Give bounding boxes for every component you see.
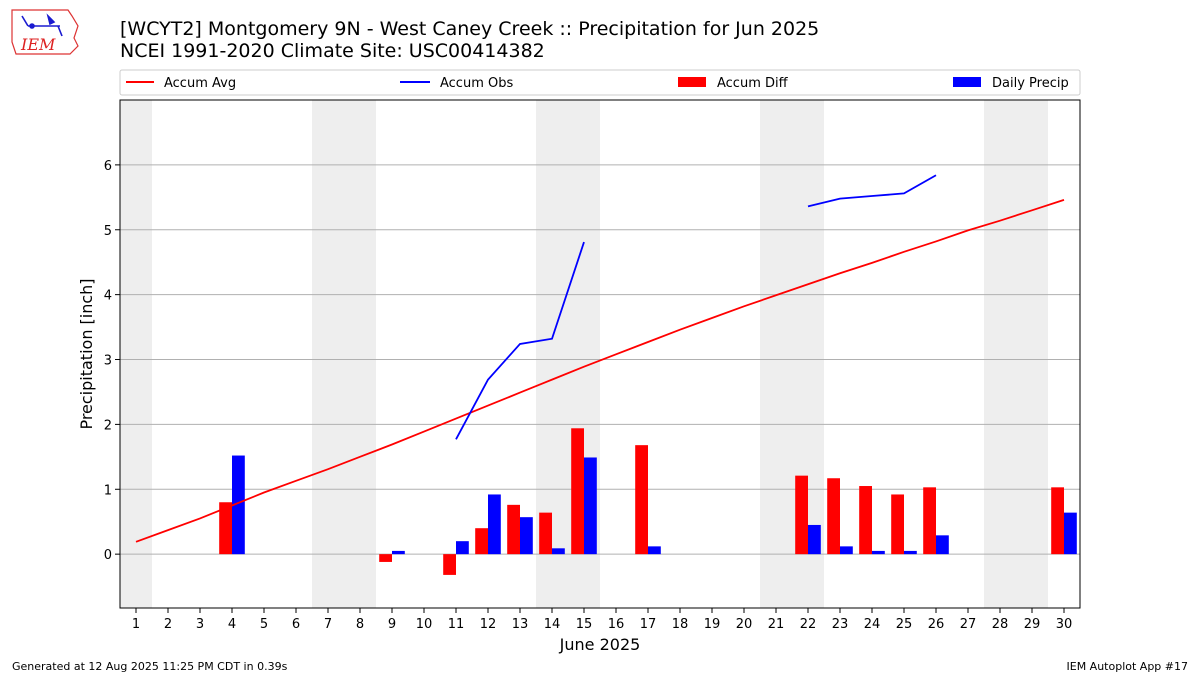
chart-title: [WCYT2] Montgomery 9N - West Caney Creek… (120, 18, 820, 40)
accum-obs-line-1 (455, 241, 585, 440)
x-tick-label-30: 30 (1056, 617, 1073, 632)
accum-avg-line (135, 199, 1065, 543)
daily-precip-bar-25 (904, 550, 917, 555)
accum-diff-bar-22 (795, 475, 808, 555)
x-tick-label-13: 13 (512, 617, 529, 632)
legend-label-accum-obs: Accum Obs (440, 76, 513, 91)
daily-precip-bar-26 (936, 535, 949, 555)
legend-label-daily-precip: Daily Precip (992, 76, 1069, 91)
weekend-band-21 (760, 100, 792, 608)
y-tick-label-5: 5 (104, 224, 112, 239)
x-tick-label-22: 22 (800, 617, 817, 632)
legend-label-accum-avg: Accum Avg (164, 76, 236, 91)
x-tick-label-12: 12 (480, 617, 497, 632)
accum-diff-bar-30 (1051, 487, 1064, 555)
legend: Accum Avg Accum Obs Accum Diff Daily Pre… (119, 69, 1081, 96)
daily-precip-bar-13 (520, 517, 533, 555)
x-tick-label-21: 21 (768, 617, 785, 632)
x-tick-label-5: 5 (260, 617, 268, 632)
x-tick-label-7: 7 (324, 617, 332, 632)
daily-precip-bar-14 (552, 548, 565, 555)
footer-app-text: IEM Autoplot App #17 (1066, 660, 1189, 673)
gridlines (120, 164, 1080, 555)
footer-generated-text: Generated at 12 Aug 2025 11:25 PM CDT in… (12, 660, 288, 673)
accum-diff-bar-4 (219, 502, 232, 555)
accum-diff-bar-9 (379, 554, 392, 562)
accum-diff-bar-14 (539, 512, 552, 555)
y-tick-label-3: 3 (104, 354, 112, 369)
legend-label-accum-diff: Accum Diff (717, 76, 789, 91)
x-tick-label-17: 17 (640, 617, 657, 632)
x-tick-label-29: 29 (1024, 617, 1041, 632)
x-tick-label-6: 6 (292, 617, 300, 632)
x-tick-label-11: 11 (448, 617, 465, 632)
x-tick-label-4: 4 (228, 617, 236, 632)
x-tick-label-15: 15 (576, 617, 593, 632)
chart-subtitle: NCEI 1991-2020 Climate Site: USC00414382 (120, 40, 545, 62)
x-tick-label-27: 27 (960, 617, 977, 632)
x-tick-label-28: 28 (992, 617, 1009, 632)
daily-precip-bar-22 (808, 524, 821, 555)
accum-diff-bar-25 (891, 494, 904, 555)
daily-precip-bar-24 (872, 550, 885, 555)
accum-diff-bar-24 (859, 486, 872, 555)
weekend-band-29 (1016, 100, 1048, 608)
accum-diff-bar-17 (635, 445, 648, 555)
daily-precip-bar-15 (584, 457, 597, 555)
y-tick-label-1: 1 (104, 483, 112, 498)
accum-diff-bar-13 (507, 504, 520, 555)
x-axis: 1 2 3 4 5 6 7 8 9 10 11 12 13 14 15 16 17 18 19 20 21 22 23 24 2… (132, 608, 1072, 632)
weekend-band-1 (120, 100, 152, 608)
weekend-band-28 (984, 100, 1016, 608)
x-tick-label-2: 2 (164, 617, 172, 632)
y-tick-label-2: 2 (104, 418, 112, 433)
accum-lines (135, 174, 1065, 543)
daily-precip-bar-17 (648, 546, 661, 555)
x-tick-label-19: 19 (704, 617, 721, 632)
iowa-map-outline-icon (11, 9, 79, 55)
y-axis: 0 1 2 3 4 5 6 (104, 159, 120, 563)
precipitation-chart: 1 2 3 4 5 6 7 8 9 10 11 12 13 14 15 16 17 18 19 20 21 22 23 24 2… (77, 69, 1081, 654)
weather-station-icon (21, 13, 63, 37)
accum-diff-bar-11 (443, 554, 456, 575)
x-tick-label-18: 18 (672, 617, 689, 632)
x-tick-label-24: 24 (864, 617, 881, 632)
x-tick-label-1: 1 (132, 617, 140, 632)
x-tick-label-14: 14 (544, 617, 561, 632)
x-tick-label-20: 20 (736, 617, 753, 632)
x-tick-label-8: 8 (356, 617, 364, 632)
accum-diff-bar-26 (923, 487, 936, 555)
accum-diff-bar-23 (827, 478, 840, 555)
x-axis-label: June 2025 (559, 635, 641, 654)
daily-precip-bar-9 (392, 550, 405, 555)
plot-frame (119, 99, 1081, 609)
x-tick-label-26: 26 (928, 617, 945, 632)
weekend-band-7 (312, 100, 344, 608)
daily-precip-bar-23 (840, 546, 853, 555)
daily-precip-bar-11 (456, 541, 469, 555)
logo-text: IEM (20, 35, 56, 54)
daily-precip-bar-4 (232, 455, 245, 555)
y-tick-label-4: 4 (104, 289, 112, 304)
y-axis-label: Precipitation [inch] (77, 278, 96, 429)
x-tick-label-3: 3 (196, 617, 204, 632)
accum-obs-line-2 (807, 174, 937, 208)
iem-logo: IEM (11, 9, 79, 55)
x-tick-label-10: 10 (416, 617, 433, 632)
bars (219, 428, 1077, 575)
legend-swatch-accum-diff (678, 77, 706, 87)
x-tick-label-16: 16 (608, 617, 625, 632)
x-tick-label-9: 9 (388, 617, 396, 632)
daily-precip-bar-12 (488, 494, 501, 555)
accum-diff-bar-15 (571, 428, 584, 555)
y-tick-label-6: 6 (104, 159, 112, 174)
y-tick-label-0: 0 (104, 548, 112, 563)
accum-diff-bar-12 (475, 528, 488, 555)
daily-precip-bar-30 (1064, 512, 1077, 555)
x-tick-label-25: 25 (896, 617, 913, 632)
weekend-band-8 (344, 100, 376, 608)
x-tick-label-23: 23 (832, 617, 849, 632)
legend-swatch-daily-precip (953, 77, 981, 87)
